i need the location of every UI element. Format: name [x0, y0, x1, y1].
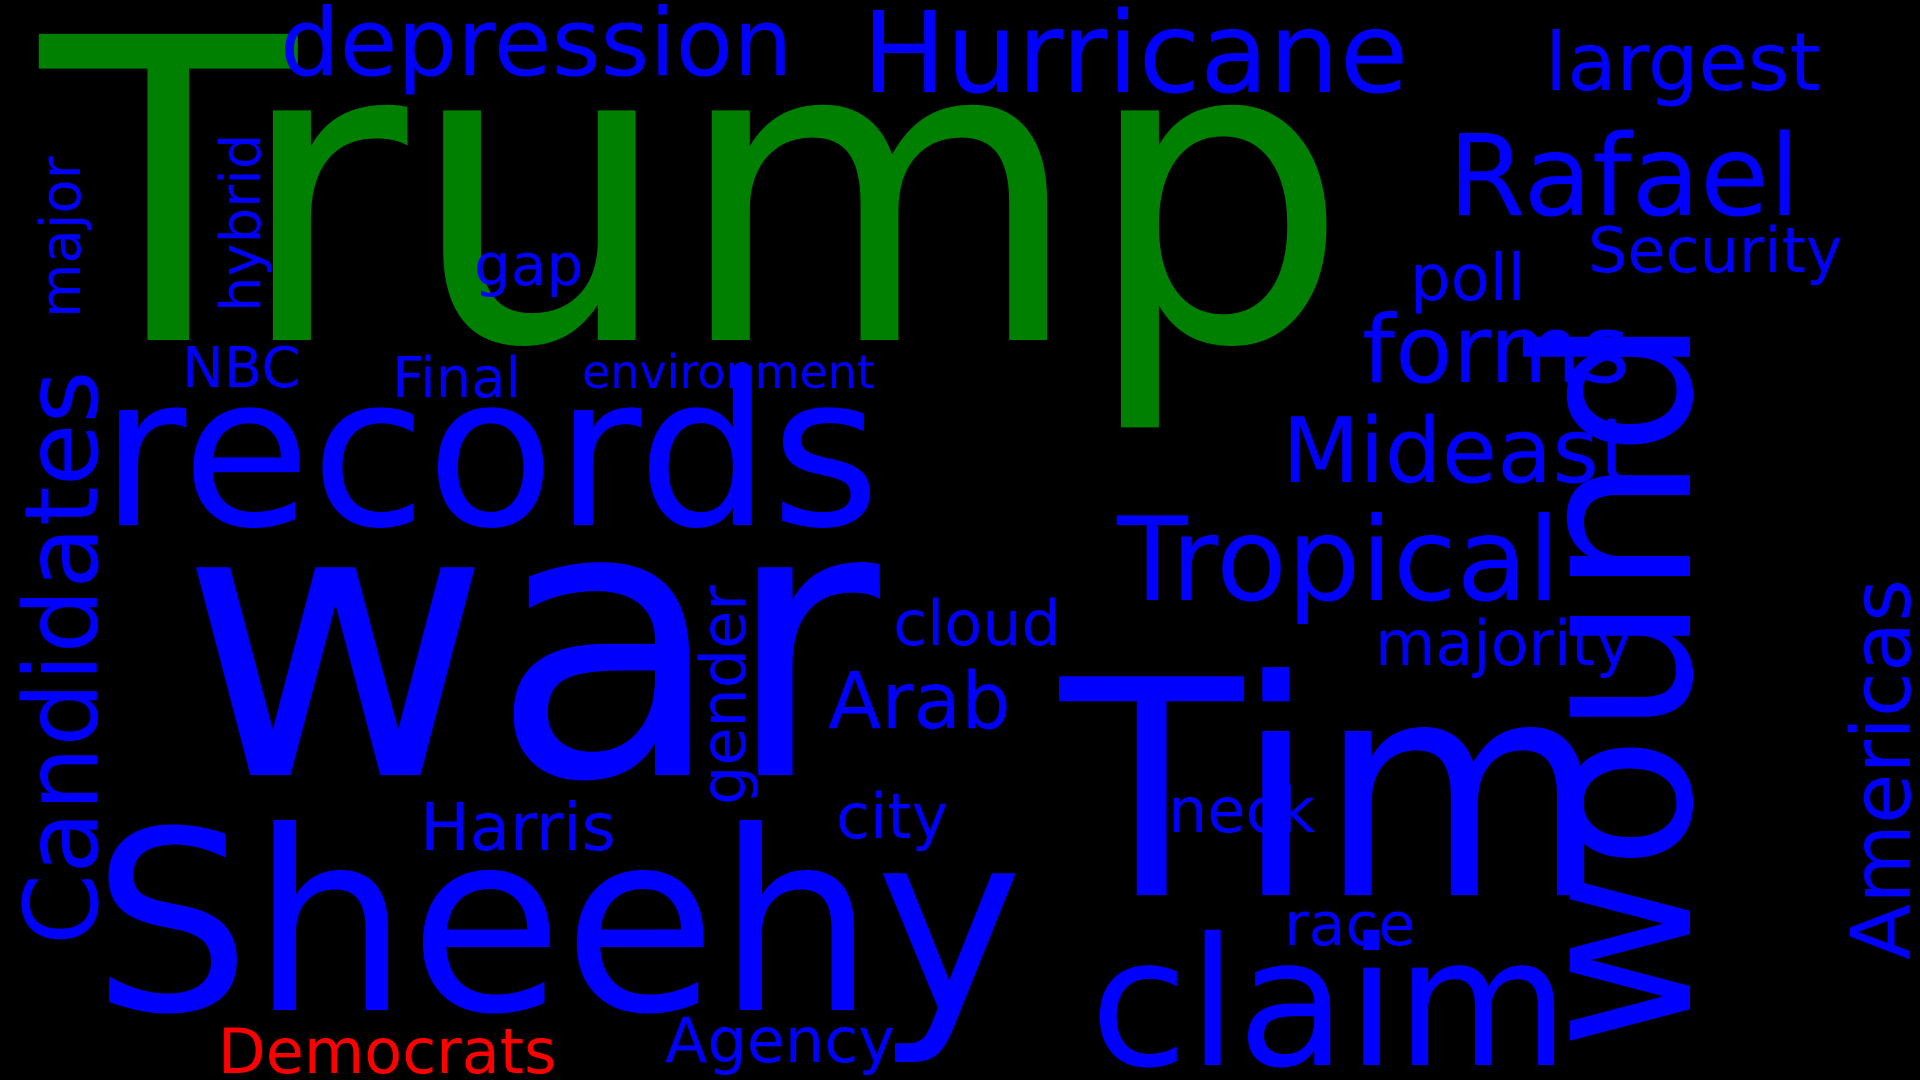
word-agency: Agency — [665, 1004, 895, 1077]
word-rafael: Rafael — [1448, 112, 1800, 242]
word-trump: Trump — [33, 0, 1349, 440]
word-tropical: Tropical — [1116, 493, 1560, 628]
word-war: war — [180, 422, 884, 865]
word-race: race — [1284, 890, 1415, 960]
word-majority: majority — [1375, 607, 1632, 680]
word-largest: largest — [1545, 16, 1821, 109]
word-nbc: NBC — [182, 336, 300, 401]
word-final: Final — [392, 346, 521, 411]
word-depression: depression — [280, 0, 793, 98]
word-harris: Harris — [420, 789, 616, 866]
word-wound: wound — [1486, 317, 1742, 1050]
word-mideast: Mideast — [1282, 399, 1635, 504]
word-gap: gap — [474, 231, 583, 299]
word-hybrid: hybrid — [209, 134, 274, 312]
word-records: records — [100, 330, 880, 575]
word-democrats: Democrats — [218, 1015, 556, 1080]
word-major: major — [29, 155, 94, 318]
word-hurricane: Hurricane — [862, 0, 1409, 119]
word-americas: Americas — [1835, 579, 1920, 960]
word-sheehy: Sheehy — [92, 778, 1023, 1069]
word-security: Security — [1588, 214, 1843, 287]
word-poll: poll — [1410, 242, 1525, 316]
word-claim: claim — [1090, 900, 1569, 1080]
word-neck: neck — [1168, 774, 1316, 847]
word-forms: forms — [1362, 296, 1630, 405]
word-arab: Arab — [828, 657, 1011, 747]
word-cloud: cloud — [893, 587, 1061, 660]
word-city: city — [836, 780, 948, 853]
word-gender: gender — [687, 585, 760, 805]
word-tim: Tim — [1055, 617, 1609, 966]
word-environment: environment — [582, 345, 875, 399]
word-candidates: Candidates — [3, 370, 122, 945]
